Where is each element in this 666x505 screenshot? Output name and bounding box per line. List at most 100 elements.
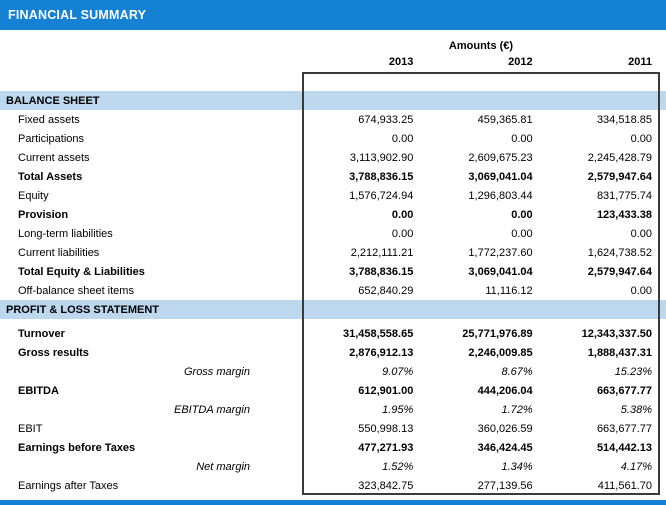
year-column-header: 2013	[388, 56, 414, 68]
row-label: EBIT	[18, 422, 43, 435]
row-value: 323,842.75	[358, 479, 414, 492]
row-value: 0.00	[511, 227, 533, 240]
row-label: Earnings after Taxes	[18, 479, 119, 492]
table-row: Gross margin 9.07% 8.67% 15.23%	[0, 362, 666, 381]
row-value: 674,933.25	[358, 113, 414, 126]
row-value: 514,442.13	[596, 441, 652, 454]
page-title: FINANCIAL SUMMARY	[8, 8, 147, 22]
years-row: 2013 2012 2011	[0, 54, 666, 70]
table-row: Total Equity & Liabilities 3,788,836.15 3,…	[0, 262, 666, 281]
row-value: 25,771,976.89	[462, 327, 533, 340]
row-value: 31,458,558.65	[342, 327, 414, 340]
row-label: Participations	[18, 132, 85, 145]
table-row: Turnover 31,458,558.65 25,771,976.89 12,343…	[0, 324, 666, 343]
row-value: 1,576,724.94	[349, 189, 414, 202]
row-label: Provision	[18, 208, 69, 221]
amounts-header: Amounts (€)	[448, 40, 514, 52]
row-value: 1.72%	[501, 403, 533, 416]
row-value: 550,998.13	[358, 422, 414, 435]
row-value: 0.00	[630, 227, 652, 240]
table-row: Gross results 2,876,912.13 2,246,009.85 1,8…	[0, 343, 666, 362]
row-value: 477,271.93	[358, 441, 414, 454]
row-value: 0.00	[630, 132, 652, 145]
row-value: 652,840.29	[358, 284, 414, 297]
row-value: 277,139.56	[477, 479, 533, 492]
year-column-header: 2012	[508, 56, 533, 68]
row-value: 459,365.81	[477, 113, 533, 126]
row-value: 15.23%	[614, 365, 652, 378]
row-value: 334,518.85	[596, 113, 652, 126]
row-label: Total Equity & Liabilities	[18, 265, 145, 278]
row-value: 663,677.77	[596, 422, 652, 435]
row-value: 3,069,041.04	[468, 265, 533, 278]
row-value: 12,343,337.50	[581, 327, 652, 340]
row-label: EBITDA	[18, 384, 59, 397]
row-label: Off-balance sheet items	[18, 284, 134, 297]
row-value: 346,424.45	[477, 441, 533, 454]
row-value: 411,561.70	[597, 479, 652, 492]
row-value: 3,113,902.90	[349, 151, 414, 164]
row-value: 612,901.00	[358, 384, 414, 397]
row-value: 2,876,912.13	[349, 346, 414, 359]
row-label: Long-term liabilities	[18, 227, 113, 240]
row-label: Equity	[18, 189, 49, 202]
row-value: 9.07%	[382, 365, 414, 378]
row-value: 0.00	[391, 132, 414, 145]
row-value: 1.52%	[382, 460, 414, 473]
row-label: EBITDA margin	[173, 403, 250, 416]
row-value: 1,624,738.52	[587, 246, 652, 259]
table-row: EBITDA 612,901.00 444,206.04 663,677.77	[0, 381, 666, 400]
table-row: EBIT 550,998.13 360,026.59 663,677.77	[0, 419, 666, 438]
table-row: Earnings after Taxes 323,842.75 277,139.56…	[0, 476, 666, 495]
row-value: 11,116.12	[485, 284, 533, 297]
row-label: Net margin	[196, 460, 250, 473]
row-value: 360,026.59	[477, 422, 533, 435]
row-value: 1,296,803.44	[468, 189, 533, 202]
table-area: BALANCE SHEET Fixed assets 674,933.25 459,3…	[0, 72, 666, 495]
table-row: EBITDA margin 1.95% 1.72% 5.38%	[0, 400, 666, 419]
row-label: Current liabilities	[18, 246, 100, 259]
row-label: Current assets	[18, 151, 90, 164]
row-value: 2,212,111.21	[350, 246, 414, 259]
table-row: Current assets 3,113,902.90 2,609,675.23 2,…	[0, 148, 666, 167]
row-label: Earnings before Taxes	[18, 441, 136, 454]
row-value: 0.00	[391, 208, 414, 221]
section-header-row: PROFIT & LOSS STATEMENT	[0, 300, 666, 319]
row-value: 2,579,947.64	[587, 265, 652, 278]
row-value: 2,246,009.85	[468, 346, 533, 359]
amounts-row: Amounts (€)	[0, 38, 666, 54]
row-value: 2,245,428.79	[587, 151, 652, 164]
title-bar: FINANCIAL SUMMARY	[0, 0, 666, 30]
row-value: 663,677.77	[596, 384, 652, 397]
table-row: Earnings before Taxes 477,271.93 346,424.4…	[0, 438, 666, 457]
table-row: Off-balance sheet items 652,840.29 11,116.…	[0, 281, 666, 300]
table-row: Equity 1,576,724.94 1,296,803.44 831,775.74	[0, 186, 666, 205]
row-value: 1,772,237.60	[468, 246, 533, 259]
row-value: 3,788,836.15	[349, 265, 414, 278]
row-value: 3,788,836.15	[349, 170, 414, 183]
section-header-row: BALANCE SHEET	[0, 91, 666, 110]
row-value: 1.95%	[382, 403, 414, 416]
year-column-header: 2011	[628, 56, 652, 68]
table-row: Current liabilities 2,212,111.21 1,772,237…	[0, 243, 666, 262]
table-rows: BALANCE SHEET Fixed assets 674,933.25 459,3…	[0, 91, 666, 495]
row-value: 5.38%	[620, 403, 652, 416]
row-value: 3,069,041.04	[468, 170, 533, 183]
row-label: Gross results	[18, 346, 89, 359]
table-row: Provision 0.00 0.00 123,433.38	[0, 205, 666, 224]
table-top-spacer	[0, 72, 666, 91]
row-value: 2,579,947.64	[587, 170, 652, 183]
table-head: Amounts (€) 2013 2012 2011	[0, 30, 666, 70]
table-row: Fixed assets 674,933.25 459,365.81 334,518.…	[0, 110, 666, 129]
table-row: Total Assets 3,788,836.15 3,069,041.04 2,57…	[0, 167, 666, 186]
row-value: 0.00	[511, 208, 533, 221]
row-value: 444,206.04	[477, 384, 533, 397]
row-label: Fixed assets	[18, 113, 80, 126]
row-value: 123,433.38	[596, 208, 652, 221]
row-value: 0.00	[511, 132, 533, 145]
row-value: 1.34%	[501, 460, 533, 473]
row-value: 1,888,437.31	[587, 346, 652, 359]
section-title: PROFIT & LOSS STATEMENT	[6, 303, 159, 316]
row-value: 0.00	[391, 227, 414, 240]
